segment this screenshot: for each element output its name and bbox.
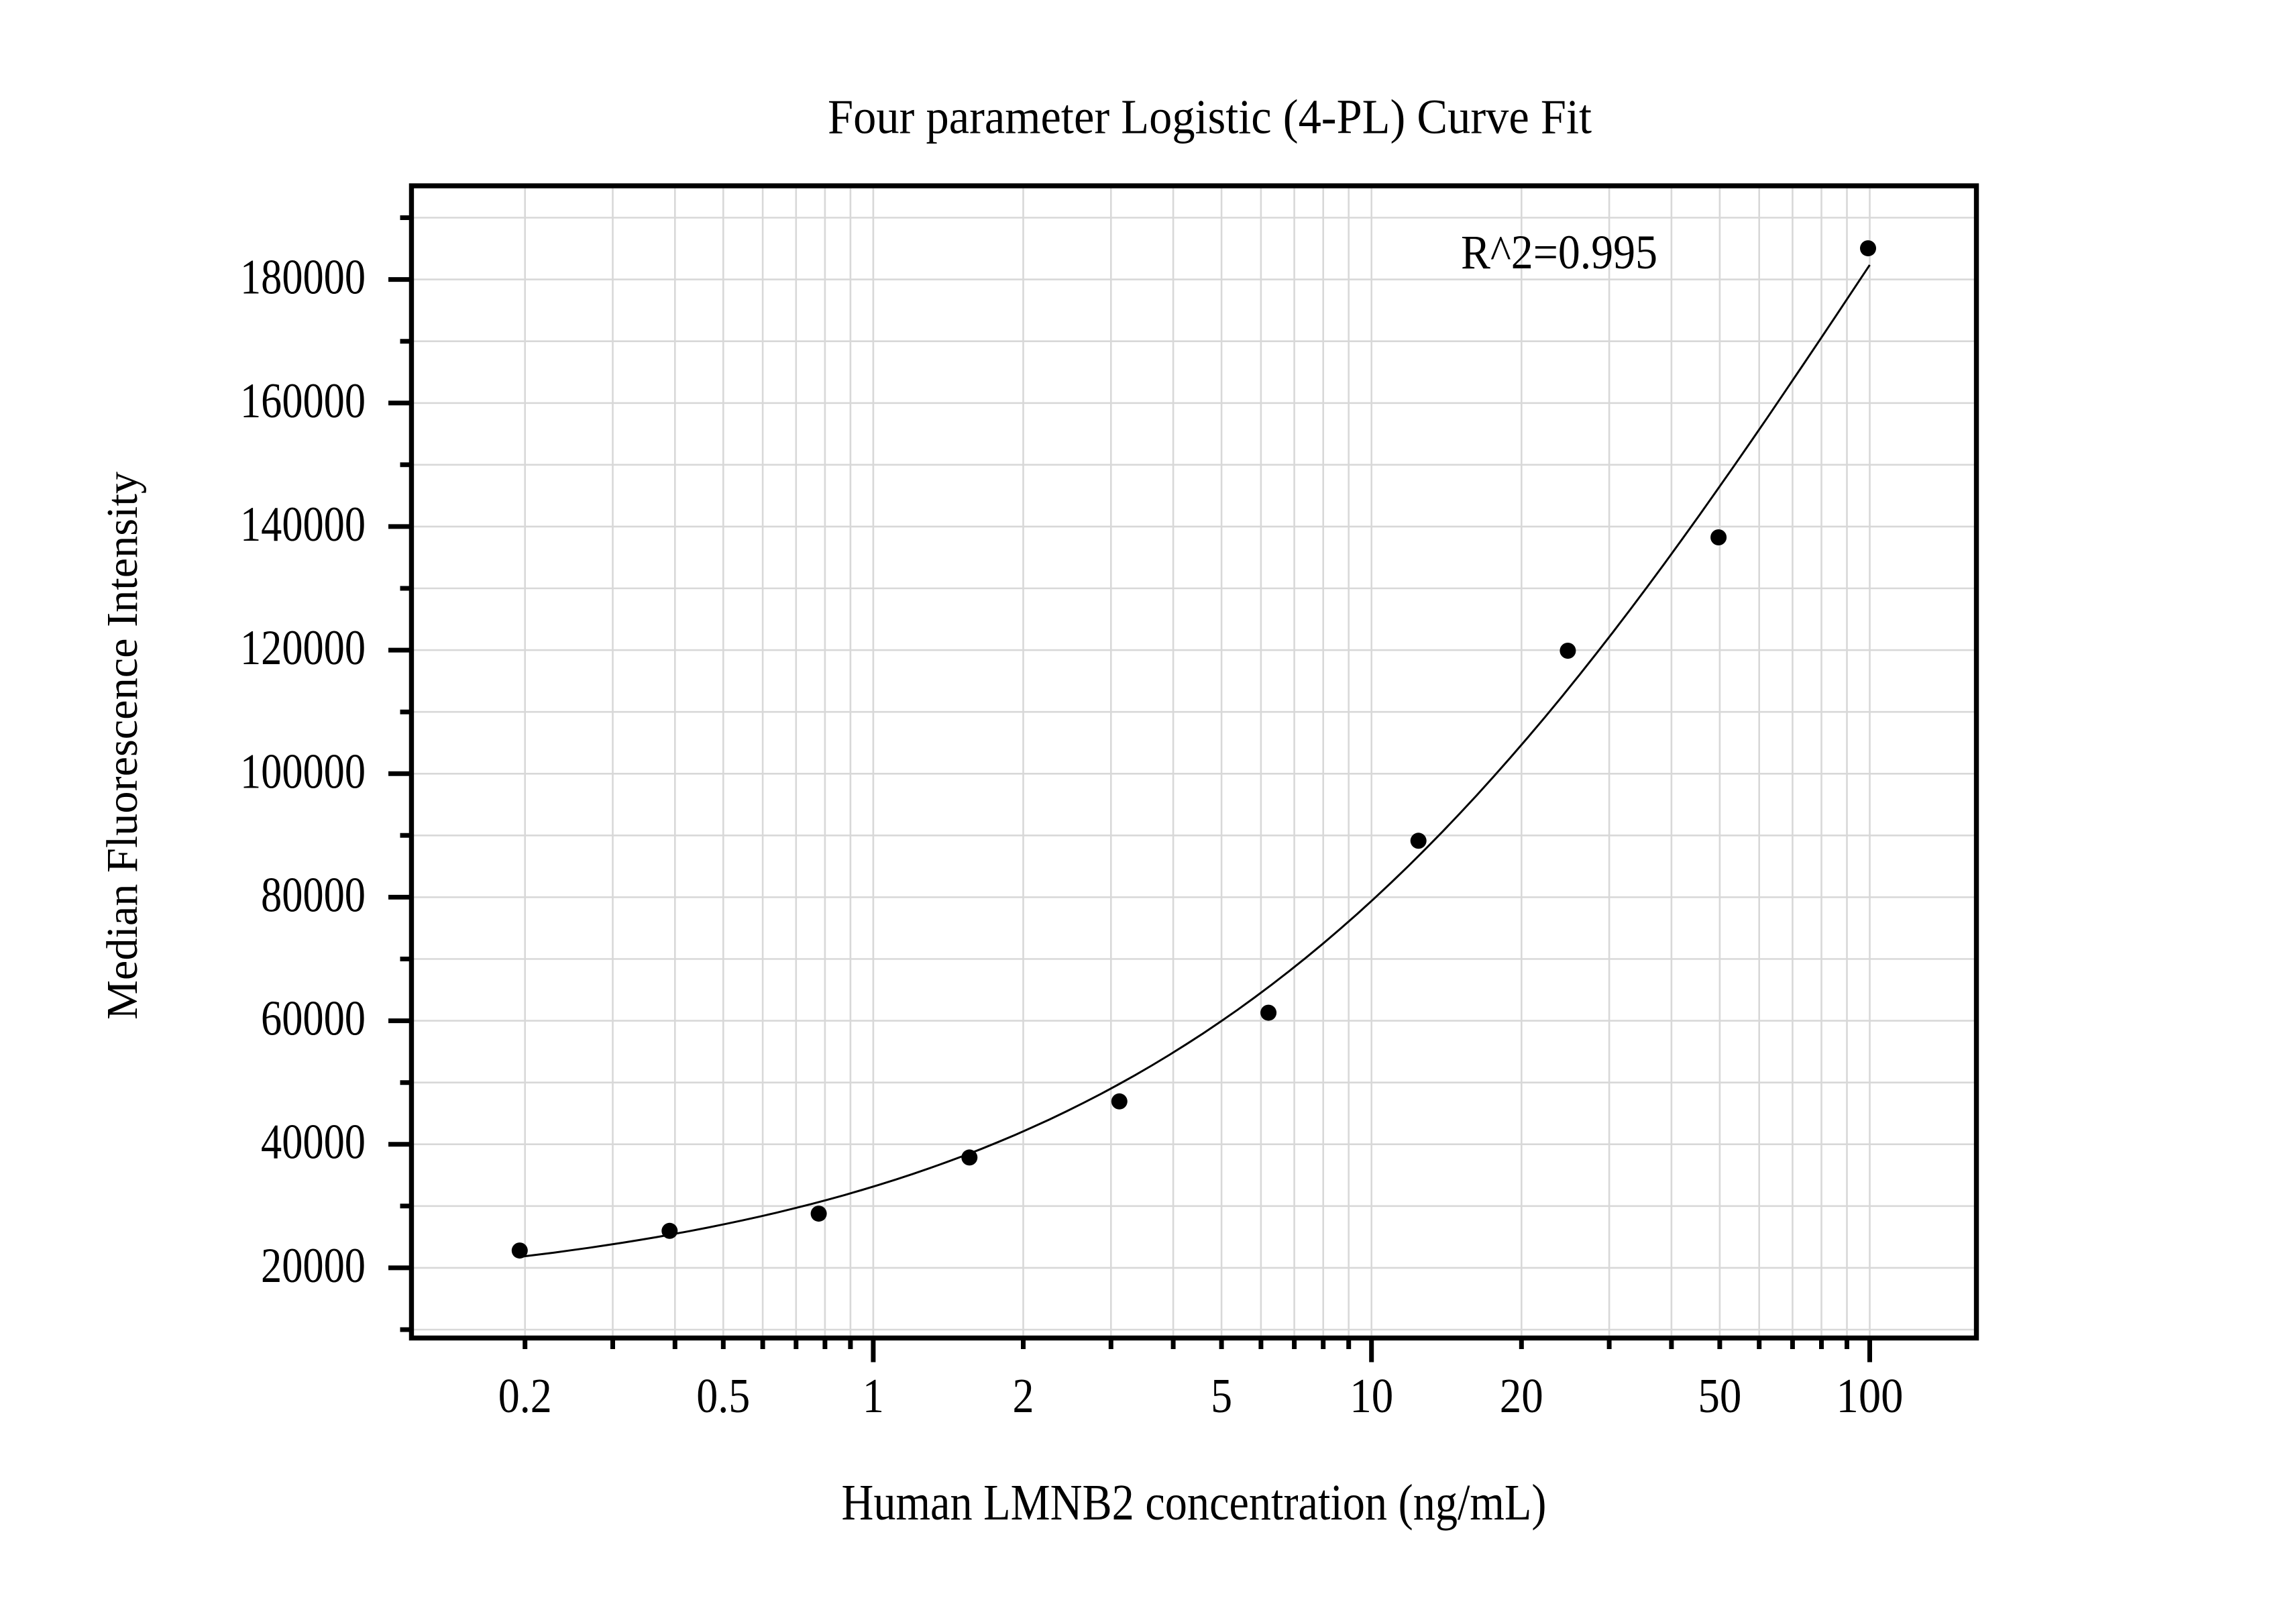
svg-text:80000: 80000: [261, 867, 366, 922]
svg-text:0.2: 0.2: [498, 1369, 552, 1423]
svg-text:Four parameter Logistic (4-PL): Four parameter Logistic (4-PL) Curve Fit: [828, 90, 1592, 144]
svg-text:100: 100: [1837, 1369, 1904, 1423]
svg-text:20000: 20000: [261, 1238, 366, 1293]
svg-text:20: 20: [1500, 1369, 1543, 1423]
svg-text:40000: 40000: [261, 1115, 366, 1170]
svg-text:Human LMNB2 concentration (ng/: Human LMNB2 concentration (ng/mL): [842, 1475, 1547, 1531]
svg-text:160000: 160000: [240, 374, 366, 429]
svg-text:1: 1: [863, 1369, 884, 1423]
svg-text:100000: 100000: [240, 744, 366, 799]
svg-text:2: 2: [1013, 1369, 1034, 1423]
svg-text:Median Fluorescence Intensity: Median Fluorescence Intensity: [98, 472, 147, 1020]
svg-text:5: 5: [1211, 1369, 1232, 1423]
svg-text:60000: 60000: [261, 992, 366, 1047]
svg-text:120000: 120000: [240, 621, 366, 676]
svg-text:50: 50: [1698, 1369, 1741, 1423]
svg-text:140000: 140000: [240, 497, 366, 552]
svg-text:R^2=0.995: R^2=0.995: [1461, 225, 1657, 279]
svg-text:0.5: 0.5: [696, 1369, 750, 1423]
svg-text:180000: 180000: [240, 250, 366, 305]
svg-text:10: 10: [1350, 1369, 1393, 1423]
